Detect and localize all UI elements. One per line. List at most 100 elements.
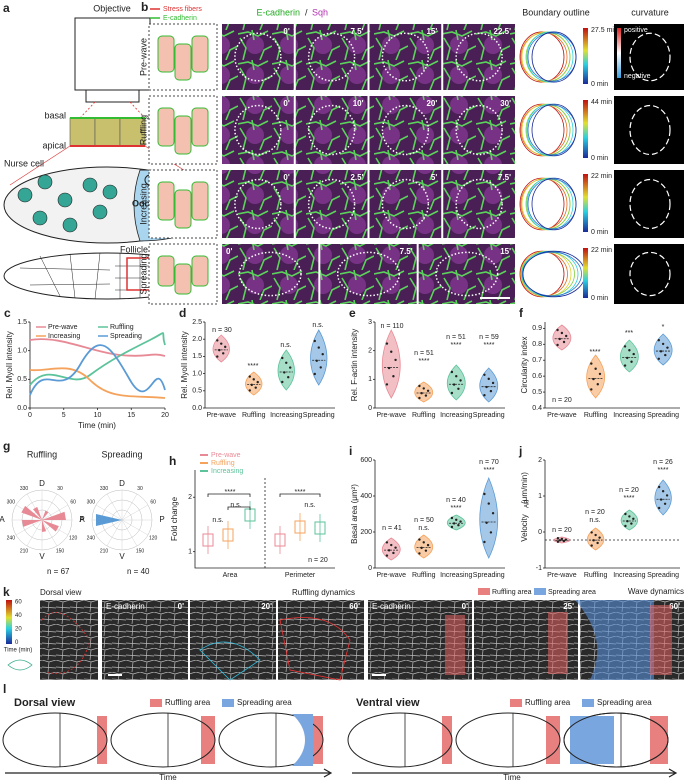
x-tick-label: 0 [28,412,32,419]
angle-label: 300 [87,499,96,505]
panel-label: g [3,439,10,453]
label: **** [419,358,430,365]
data-point [457,387,460,390]
colorbar-label: 0 [15,640,19,646]
micrograph [295,24,368,90]
legend-label: Ruffling [110,324,134,331]
micrograph [222,96,294,164]
label: 0 min [591,229,608,236]
polar-spoke [121,519,149,536]
label: 60' [669,602,680,611]
violin [552,324,572,351]
cartoon-cell [174,115,192,155]
cell-outline [307,104,356,156]
data-point [222,352,225,355]
cell-outline [381,32,430,82]
label: Wave dynamics [628,587,684,596]
label: Oocyte [132,198,163,208]
x-tick-label: Spreading [647,572,679,579]
ruffle-band [201,716,215,764]
x-tick-label: Ruffling [242,412,266,419]
nurse-cell [62,217,78,233]
label: **** [225,489,236,496]
data-point [564,334,568,338]
data-point [623,364,627,367]
data-point [390,350,393,353]
angle-label: 240 [87,535,96,541]
label: A [79,515,85,524]
data-point [628,515,631,518]
x-tick-label: Pre-wave [206,412,236,419]
data-point [598,372,602,376]
data-point [661,342,665,346]
y-tick-label: 0.5 [532,389,542,396]
legend-label: Spreading [110,333,142,340]
boundary-outline [522,250,586,298]
violin [310,329,328,386]
data-point [556,343,559,347]
label: Time (min) [78,421,116,430]
angle-label: 120 [69,535,78,541]
data-point [418,384,421,388]
y-tick-label: 1.5 [17,319,27,326]
boundary-outline [526,103,574,157]
data-point [392,551,395,555]
label: n.s. [230,502,241,509]
trace [29,332,166,386]
panel-label: l [3,682,6,696]
legend-label: Pre-wave [211,452,241,459]
label: 27.5 min [591,27,618,34]
label: P [79,515,84,524]
rose-petal [96,514,122,526]
label: E-cadherin [163,15,197,22]
data-point [392,375,395,378]
data-point [216,339,219,342]
label: 7.5' [350,27,363,36]
data-point [426,389,430,392]
data-point [216,355,219,358]
violin [245,371,263,396]
label: n = 40 [446,497,466,504]
label: 0' [462,602,468,611]
y-tick-label: 200 [360,529,372,536]
label: n = 20 [619,487,639,494]
data-point [385,554,389,557]
data-point [394,358,397,362]
x-tick-label: Area [223,572,238,579]
label: Pre-wave [138,38,148,76]
polar-spoke [41,519,58,547]
axis [544,460,680,569]
label: Ruffling [138,115,148,145]
time-arrow [5,768,333,778]
cartoon-cell [191,107,209,147]
label: Ventral view [356,697,420,709]
legend-label: Ruffling [211,460,235,467]
cell-outline [234,32,282,82]
y-tick-label: 0.7 [532,357,542,364]
polar-spoke [121,519,138,547]
data-point [657,357,661,360]
data-point [248,389,251,392]
data-point [556,540,560,543]
trace [29,338,166,357]
label: 2.5' [350,173,363,182]
violin [446,514,466,531]
label: positive [624,27,648,34]
boundary-outline [519,250,565,298]
boundary-outline [527,32,577,82]
y-tick-label: 1 [538,493,542,500]
micrograph [222,24,294,90]
ruffle-area [650,605,672,675]
label: (μm/min) [520,472,529,504]
data-point [459,379,462,382]
spread-band [292,714,313,766]
x-tick-label: Spreading [473,572,505,579]
data-point [450,370,454,374]
label: 25' [563,602,574,611]
x-tick-label: Increasing [270,412,302,419]
label: Time (min) [4,648,32,654]
label: n = 70 [479,459,499,466]
objective-lens [85,89,140,103]
rose-petal [42,520,59,532]
data-point [624,512,627,516]
